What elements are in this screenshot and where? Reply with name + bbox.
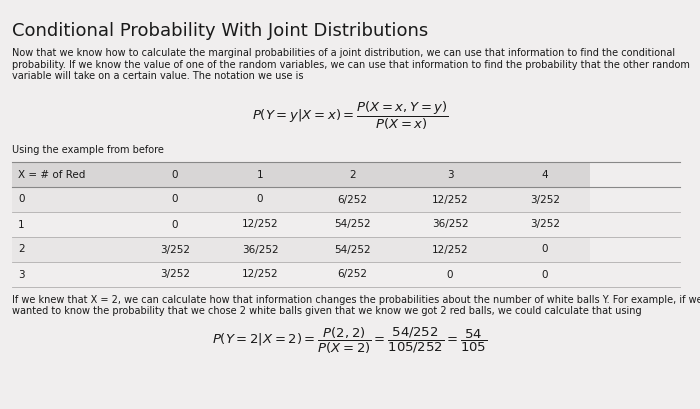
Text: 0: 0 [542, 270, 548, 279]
Text: 12/252: 12/252 [432, 195, 468, 204]
Bar [500, 237, 590, 262]
Text: 2: 2 [18, 245, 25, 254]
Text: Now that we know how to calculate the marginal probabilities of a joint distribu: Now that we know how to calculate the ma… [12, 48, 675, 58]
Text: 1: 1 [257, 169, 263, 180]
Bar [135, 237, 215, 262]
Text: variable will take on a certain value. The notation we use is: variable will take on a certain value. T… [12, 71, 304, 81]
Text: 12/252: 12/252 [241, 270, 279, 279]
Text: 54/252: 54/252 [334, 220, 371, 229]
Bar [400, 162, 500, 187]
Bar [215, 187, 305, 212]
Bar [215, 262, 305, 287]
Text: $P(Y = 2|X = 2) = \dfrac{P(2,2)}{P(X = 2)} = \dfrac{54/252}{105/252} = \dfrac{54: $P(Y = 2|X = 2) = \dfrac{P(2,2)}{P(X = 2… [212, 326, 488, 356]
Bar [500, 187, 590, 212]
Bar [12, 262, 135, 287]
Bar [400, 187, 500, 212]
Text: 3/252: 3/252 [160, 245, 190, 254]
Text: 3/252: 3/252 [160, 270, 190, 279]
Bar [400, 237, 500, 262]
Bar [500, 262, 590, 287]
Bar [215, 162, 305, 187]
Text: 3/252: 3/252 [530, 220, 560, 229]
Text: 0: 0 [447, 270, 454, 279]
Bar [305, 237, 400, 262]
Text: If we knew that X = 2, we can calculate how that information changes the probabi: If we knew that X = 2, we can calculate … [12, 295, 700, 305]
Bar [12, 162, 135, 187]
Text: 0: 0 [172, 169, 178, 180]
Text: 3: 3 [447, 169, 454, 180]
Bar [135, 187, 215, 212]
Bar [500, 162, 590, 187]
Text: 6/252: 6/252 [337, 195, 368, 204]
Text: 0: 0 [542, 245, 548, 254]
Bar [305, 187, 400, 212]
Text: 12/252: 12/252 [432, 245, 468, 254]
Text: probability. If we know the value of one of the random variables, we can use tha: probability. If we know the value of one… [12, 59, 690, 70]
Text: wanted to know the probability that we chose 2 white balls given that we know we: wanted to know the probability that we c… [12, 306, 642, 317]
Text: 0: 0 [257, 195, 263, 204]
Text: Using the example from before: Using the example from before [12, 145, 164, 155]
Bar [12, 237, 135, 262]
Text: 6/252: 6/252 [337, 270, 368, 279]
Text: 3: 3 [18, 270, 25, 279]
Text: X = # of Red: X = # of Red [18, 169, 85, 180]
Bar [305, 212, 400, 237]
Bar [215, 237, 305, 262]
Text: $P(Y = y|X = x) = \dfrac{P(X = x, Y = y)}{P(X = x)}$: $P(Y = y|X = x) = \dfrac{P(X = x, Y = y)… [251, 100, 449, 132]
Text: 36/252: 36/252 [432, 220, 468, 229]
Bar [400, 212, 500, 237]
Bar [135, 212, 215, 237]
Text: 36/252: 36/252 [241, 245, 279, 254]
Text: 0: 0 [172, 195, 178, 204]
Text: 0: 0 [172, 220, 178, 229]
Text: 12/252: 12/252 [241, 220, 279, 229]
Bar [135, 262, 215, 287]
Text: 1: 1 [18, 220, 25, 229]
Bar [400, 262, 500, 287]
Bar [500, 212, 590, 237]
Text: 2: 2 [349, 169, 356, 180]
Text: 54/252: 54/252 [334, 245, 371, 254]
Bar [215, 212, 305, 237]
Bar [12, 187, 135, 212]
Bar [135, 162, 215, 187]
Text: 0: 0 [18, 195, 25, 204]
Text: 3/252: 3/252 [530, 195, 560, 204]
Text: Conditional Probability With Joint Distributions: Conditional Probability With Joint Distr… [12, 22, 428, 40]
Bar [305, 262, 400, 287]
Bar [305, 162, 400, 187]
Bar [12, 212, 135, 237]
Text: 4: 4 [542, 169, 548, 180]
